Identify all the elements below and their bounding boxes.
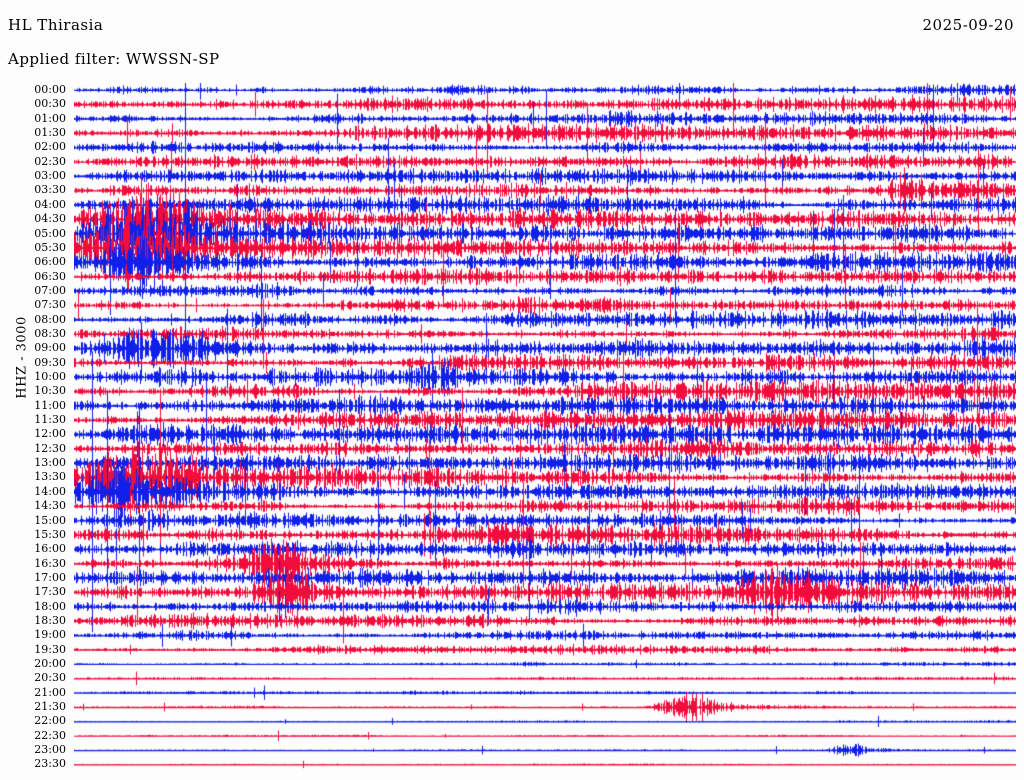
time-tick-0930: 09:30 — [34, 355, 66, 369]
time-tick-0430: 04:30 — [34, 212, 66, 226]
time-tick-0130: 01:30 — [34, 126, 66, 140]
time-tick-1800: 18:00 — [34, 599, 66, 613]
time-tick-1400: 14:00 — [34, 484, 66, 498]
time-tick-0530: 05:30 — [34, 240, 66, 254]
time-tick-2200: 22:00 — [34, 714, 66, 728]
time-tick-0730: 07:30 — [34, 298, 66, 312]
time-tick-1700: 17:00 — [34, 570, 66, 584]
time-tick-2330: 23:30 — [34, 757, 66, 771]
time-tick-1430: 14:30 — [34, 499, 66, 513]
time-tick-1630: 16:30 — [34, 556, 66, 570]
time-tick-1530: 15:30 — [34, 527, 66, 541]
time-tick-2130: 21:30 — [34, 700, 66, 714]
time-tick-0200: 02:00 — [34, 140, 66, 154]
time-tick-0900: 09:00 — [34, 341, 66, 355]
time-tick-1200: 12:00 — [34, 427, 66, 441]
time-tick-0400: 04:00 — [34, 197, 66, 211]
date-label: 2025-09-20 — [922, 16, 1014, 34]
time-tick-1830: 18:30 — [34, 613, 66, 627]
time-tick-2000: 20:00 — [34, 657, 66, 670]
time-tick-0600: 06:00 — [34, 255, 66, 269]
time-tick-1330: 13:30 — [34, 470, 66, 484]
time-tick-1300: 13:00 — [34, 456, 66, 470]
time-tick-1500: 15:00 — [34, 513, 66, 527]
time-tick-1030: 10:30 — [34, 384, 66, 398]
time-tick-2230: 22:30 — [34, 728, 66, 742]
time-tick-2300: 23:00 — [34, 743, 66, 757]
time-tick-1230: 12:30 — [34, 441, 66, 455]
time-tick-0700: 07:00 — [34, 283, 66, 297]
time-tick-0300: 03:00 — [34, 169, 66, 183]
time-tick-1100: 11:00 — [34, 398, 66, 412]
time-tick-0330: 03:30 — [34, 183, 66, 197]
time-tick-1900: 19:00 — [34, 628, 66, 642]
time-tick-0830: 08:30 — [34, 326, 66, 340]
time-tick-1130: 11:30 — [34, 413, 66, 427]
time-tick-0030: 00:30 — [34, 97, 66, 111]
time-tick-2100: 21:00 — [34, 685, 66, 699]
time-tick-1730: 17:30 — [34, 585, 66, 599]
time-tick-column: 00:00 00:30 01:00 01:30 02:00 02:30 03:00 03:30… — [0, 82, 72, 772]
time-tick-1930: 19:30 — [34, 642, 66, 656]
filter-label: Applied filter: WWSSN-SP — [8, 50, 220, 68]
page-title: HL Thirasia — [8, 16, 104, 34]
time-tick-0230: 02:30 — [34, 154, 66, 168]
time-tick-1000: 10:00 — [34, 370, 66, 383]
time-tick-0500: 05:00 — [34, 226, 66, 240]
time-tick-0000: 00:00 — [34, 83, 66, 96]
time-tick-2030: 20:30 — [34, 671, 66, 685]
time-tick-1600: 16:00 — [34, 542, 66, 556]
time-tick-0100: 01:00 — [34, 111, 66, 125]
time-tick-0800: 08:00 — [34, 312, 66, 326]
helicorder-trace-plot — [74, 82, 1016, 772]
time-tick-0630: 06:30 — [34, 269, 66, 283]
